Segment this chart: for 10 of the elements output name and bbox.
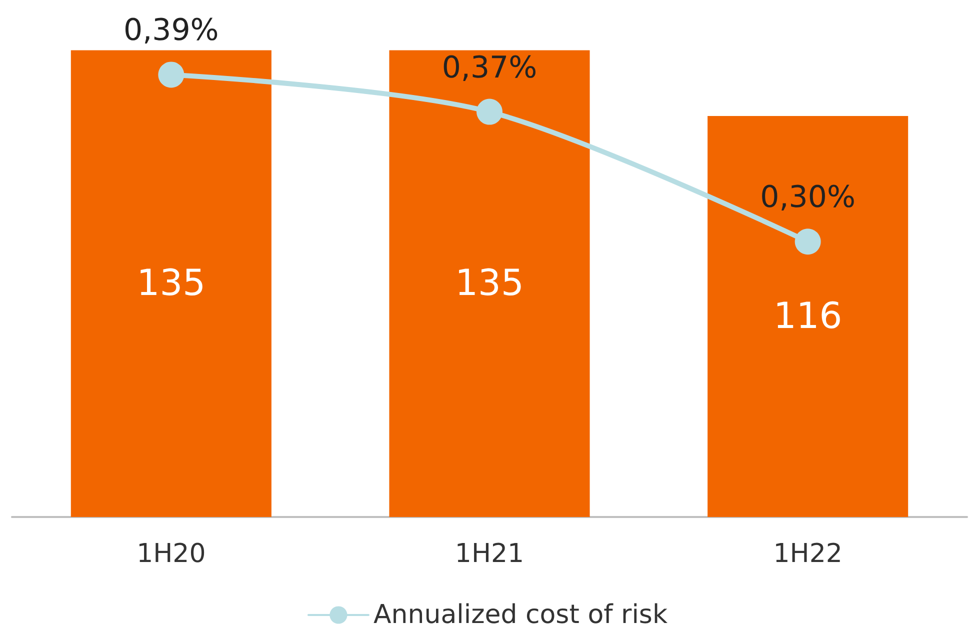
data-label: 135 — [455, 263, 524, 304]
data-label: 116 — [773, 296, 842, 337]
data-label: 135 — [136, 263, 206, 304]
data-label: 0,30% — [760, 180, 856, 216]
legend-label: Annualized cost of risk — [373, 600, 668, 630]
x-tick-label: 1H20 — [136, 539, 206, 569]
x-tick-label: 1H22 — [773, 539, 842, 569]
data-label: 0,37% — [442, 50, 538, 86]
x-tick-label: 1H21 — [454, 539, 524, 569]
data-label: 0,39% — [124, 13, 219, 48]
